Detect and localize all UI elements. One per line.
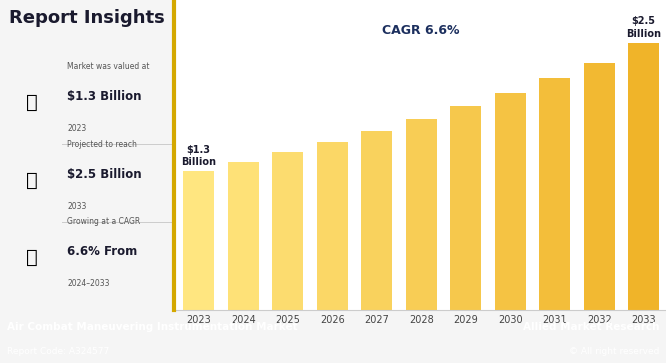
Bar: [361, 131, 392, 310]
Bar: [539, 78, 570, 310]
Text: Market was valued at: Market was valued at: [67, 62, 150, 71]
Text: 💰: 💰: [26, 93, 38, 112]
Text: 2023: 2023: [67, 124, 87, 133]
Text: $1.3 Billion: $1.3 Billion: [67, 90, 142, 103]
Bar: [450, 106, 482, 310]
Text: © All right reserved: © All right reserved: [569, 347, 659, 356]
Text: $2.5
Billion: $2.5 Billion: [626, 16, 661, 38]
Text: Allied Market Research: Allied Market Research: [523, 322, 659, 332]
Bar: [495, 93, 526, 310]
Text: Report Insights: Report Insights: [9, 9, 165, 27]
Text: 2024–2033: 2024–2033: [67, 280, 110, 288]
Text: Air Combat Maneuvering Instrumentation Market: Air Combat Maneuvering Instrumentation M…: [7, 322, 297, 332]
Text: $1.3
Billion: $1.3 Billion: [181, 144, 216, 167]
Bar: [272, 152, 303, 310]
Text: CAGR 6.6%: CAGR 6.6%: [382, 24, 460, 37]
Text: 💎: 💎: [26, 171, 38, 190]
Text: 6.6% From: 6.6% From: [67, 245, 137, 258]
Bar: [583, 63, 615, 310]
Bar: [628, 43, 659, 310]
Text: $2.5 Billion: $2.5 Billion: [67, 168, 142, 181]
Text: Projected to reach: Projected to reach: [67, 140, 137, 149]
Bar: [406, 119, 437, 310]
Text: Report Code: A324577: Report Code: A324577: [7, 347, 109, 356]
Text: 📈: 📈: [26, 248, 38, 267]
Text: Growing at a CAGR: Growing at a CAGR: [67, 217, 141, 226]
Bar: [316, 142, 348, 310]
Text: 2033: 2033: [67, 202, 87, 211]
Bar: [183, 171, 214, 310]
Bar: [228, 162, 259, 310]
